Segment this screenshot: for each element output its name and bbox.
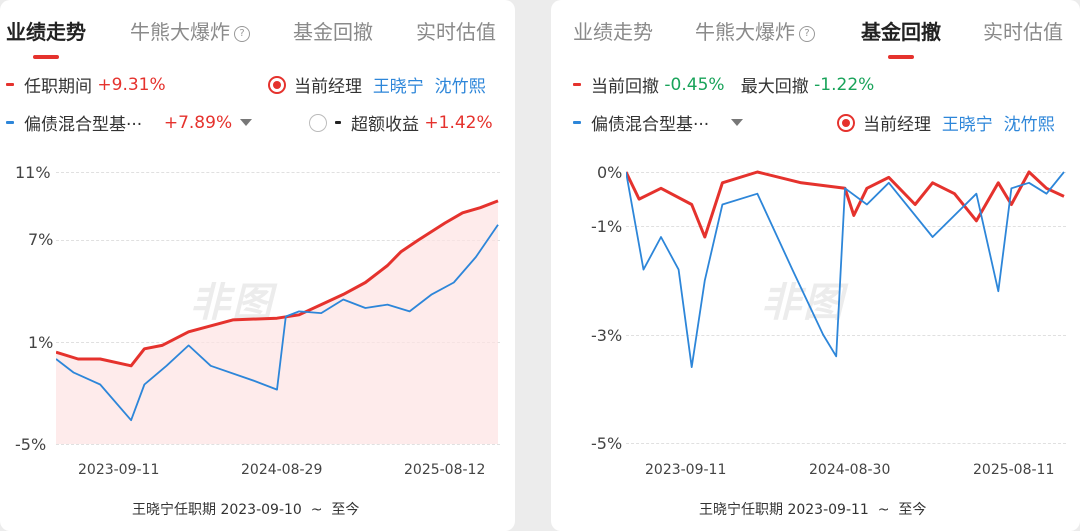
benchmark-line-swatch [6,121,14,124]
tab-realtime-estimate[interactable]: 实时估值 [983,20,1063,44]
legend-manager[interactable]: 当前经理 王晓宁 沈竹熙 [268,72,486,97]
series-line-fund [626,170,1065,239]
y-tick: -3% [591,326,623,345]
x-tick: 2024-08-30 [809,462,891,478]
radio-unselected-icon[interactable] [309,113,327,132]
fund-line-swatch [573,83,581,86]
legend-benchmark[interactable]: 偏债混合型基··· [573,110,744,135]
series-line-benchmark [626,171,1065,368]
performance-panel: 业绩走势 牛熊大爆炸? 基金回撤 实时估值 任职期间 +9.31% 当前经理 王… [0,0,515,531]
excess-line-swatch [335,121,341,124]
manager-link-1[interactable]: 王晓宁 [372,77,424,97]
radio-selected-icon[interactable] [837,113,855,132]
help-icon[interactable]: ? [799,25,815,42]
watermark: 非图 [761,280,845,326]
tab-performance[interactable]: 业绩走势 [573,20,653,44]
help-icon[interactable]: ? [234,25,250,42]
legend-excess[interactable]: 超额收益 +1.42% [309,110,493,135]
x-tick: 2023-09-11 [645,462,727,478]
y-tick: 7% [28,230,54,249]
x-tick: 2025-08-11 [973,462,1055,478]
performance-chart [56,199,499,444]
radio-selected-icon[interactable] [268,75,286,94]
dropdown-arrow-icon[interactable] [240,119,253,126]
y-tick: 11% [15,163,51,182]
legend-drawdown: 当前回撤 -0.45% 最大回撤 -1.22% [573,72,874,97]
tenure-footer: 王晓宁任职期 2023-09-10 ~ 至今 [132,502,360,518]
tab-realtime-estimate[interactable]: 实时估值 [416,20,496,44]
tenure-footer: 王晓宁任职期 2023-09-11 ~ 至今 [699,502,927,518]
tab-performance[interactable]: 业绩走势 [6,16,86,59]
tab-bull-bear[interactable]: 牛熊大爆炸? [130,16,250,45]
manager-link-2[interactable]: 沈竹熙 [1003,115,1055,135]
fund-line-swatch [6,83,14,86]
drawdown-chart [626,170,1065,368]
legend-benchmark[interactable]: 偏债混合型基··· +7.89% [6,110,253,135]
tab-drawdown[interactable]: 基金回撤 [293,20,373,44]
x-tick: 2024-08-29 [241,462,323,478]
drawdown-panel: 业绩走势 牛熊大爆炸? 基金回撤 实时估值 当前回撤 -0.45% 最大回撤 -… [551,0,1080,531]
benchmark-line-swatch [573,121,581,124]
legend-period: 任职期间 +9.31% [6,72,166,97]
tab-drawdown[interactable]: 基金回撤 [861,16,941,59]
dropdown-arrow-icon[interactable] [731,119,744,126]
tab-bar: 业绩走势 牛熊大爆炸? 基金回撤 实时估值 [0,12,515,59]
manager-link-1[interactable]: 王晓宁 [941,115,993,135]
series-line-benchmark [56,224,499,422]
y-tick: 1% [28,333,54,352]
y-tick: -1% [591,217,623,236]
fund-area-fill [56,200,498,444]
tab-bull-bear[interactable]: 牛熊大爆炸? [695,16,815,45]
series-line-fund [56,199,499,368]
x-tick: 2025-08-12 [404,462,486,478]
y-tick: 0% [597,163,623,182]
y-tick: -5% [15,435,47,454]
manager-link-2[interactable]: 沈竹熙 [434,77,486,97]
x-tick: 2023-09-11 [78,462,160,478]
legend-manager[interactable]: 当前经理 王晓宁 沈竹熙 [837,110,1055,135]
y-tick: -5% [591,434,623,453]
tab-bar: 业绩走势 牛熊大爆炸? 基金回撤 实时估值 [551,12,1080,59]
